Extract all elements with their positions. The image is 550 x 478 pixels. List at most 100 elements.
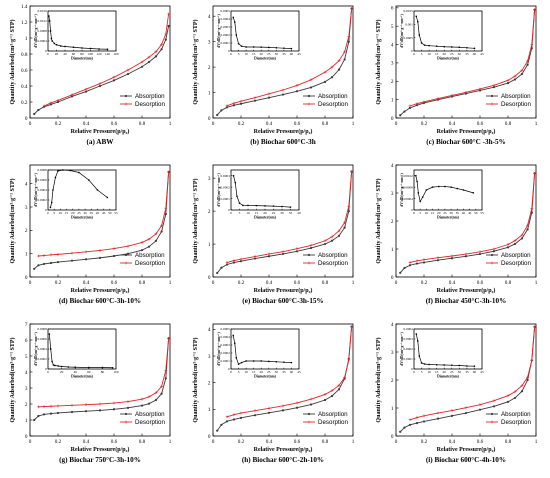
data-point: [49, 261, 53, 265]
inset-y-tick-label: 0.00008: [402, 185, 413, 189]
pore-size-inset: 0 5 10 15 20 25 30 35 4000.00010.00020.0003Diame…: [217, 169, 301, 220]
data-point: [478, 87, 482, 91]
data-point: [42, 104, 46, 108]
inset-data-point: [443, 46, 445, 48]
legend-label-1: Desorption: [135, 260, 165, 267]
data-point: [309, 78, 313, 82]
data-point: [403, 110, 406, 113]
inset-data-point: [423, 363, 426, 365]
y-axis-label: Quantity Adsorbed(cm³·g⁻¹ STP): [9, 19, 16, 104]
inset-data-point: [242, 204, 244, 207]
inset-x-tick-label: 5: [419, 211, 421, 215]
data-point: [164, 377, 167, 380]
inset-y-tick-label: 0: [411, 49, 413, 53]
inset-x-tick-label: 40: [462, 211, 466, 215]
data-point: [533, 325, 536, 329]
inset-series-line: [415, 16, 475, 49]
inset-y-tick-label: 0.0002: [220, 351, 230, 355]
data-point: [520, 68, 524, 72]
inset-x-tick-label: 40: [290, 370, 294, 374]
inset-data-point: [106, 196, 109, 199]
inset-x-tick-label: 25: [267, 52, 271, 56]
plot-frame: [212, 323, 354, 437]
series-line-1: [409, 173, 536, 263]
inset-x-axis-label: Diameter(nm): [254, 375, 277, 379]
inset-frame: [47, 328, 117, 370]
data-point: [422, 420, 426, 423]
inset-x-tick-label: 20: [443, 52, 447, 56]
data-point: [84, 403, 88, 407]
inset-x-tick-label: 40: [297, 211, 301, 215]
data-point: [295, 250, 299, 253]
data-point: [347, 210, 350, 213]
inset-data-point: [456, 187, 458, 190]
data-point: [160, 392, 163, 395]
inset-x-axis-label: Diameter(nm): [71, 216, 94, 220]
data-point: [399, 271, 402, 274]
chart-panel-0: 0 0.2 0.4 0.6 0.8 1 0 0.2 0.4 0.6 0.8 1 1.2 1.4 Relati…: [9, 4, 172, 146]
data-point: [49, 412, 53, 415]
plot-frame: [212, 5, 354, 119]
data-point: [337, 388, 341, 391]
x-tick-label: 1: [535, 439, 538, 445]
inset-y-axis-label: dV/dD(cm³·g⁻¹·nm⁻¹): [217, 173, 221, 207]
inset-x-tick-label: 0: [47, 52, 49, 56]
data-point: [232, 259, 236, 262]
inset-x-axis-label: Diameter(nm): [71, 57, 94, 61]
data-point: [295, 406, 299, 409]
inset-data-point: [236, 195, 238, 197]
inset-x-tick-label: 40: [473, 52, 477, 56]
data-point: [403, 266, 406, 270]
inset-y-tick-label: 0.0008: [37, 29, 47, 33]
inset-data-point: [49, 30, 52, 32]
series-line-0: [399, 173, 536, 274]
inset-data-point: [51, 360, 53, 363]
inset-data-point: [268, 360, 270, 363]
pore-size-inset: 0 5 10 15 20 25 30 35 40 4500.00050.0010.0015Diam…: [400, 9, 484, 60]
data-point: [436, 256, 440, 260]
data-point: [506, 246, 510, 249]
inset-data-point: [473, 365, 476, 367]
series-line-0: [33, 25, 170, 115]
inset-data-point: [51, 40, 53, 42]
inset-x-tick-label: 80: [80, 52, 84, 56]
y-tick-label: 5: [25, 354, 28, 360]
data-point: [253, 414, 257, 417]
inset-x-tick-label: 15: [65, 211, 69, 215]
y-axis-label: Quantity Adsorbed(cm³·g⁻¹ STP): [192, 337, 199, 422]
legend-label-1: Desorption: [501, 260, 531, 267]
inset-y-tick-label: 0.0002: [220, 33, 230, 37]
data-point: [323, 398, 327, 402]
data-point: [478, 403, 482, 407]
y-tick-label: 0.4: [21, 84, 28, 90]
inset-data-point: [101, 366, 104, 369]
inset-x-tick-label: 35: [282, 370, 286, 374]
data-point: [70, 410, 74, 414]
inset-data-point: [255, 204, 258, 207]
data-point: [154, 398, 158, 402]
inset-x-tick-label: 35: [282, 52, 286, 56]
data-point: [520, 384, 524, 387]
data-point: [422, 414, 426, 418]
series-line-1: [409, 9, 536, 107]
inset-data-point: [451, 364, 453, 366]
legend-label-0: Absorption: [318, 93, 348, 100]
data-point: [506, 243, 510, 246]
inset-y-tick-label: 0.0005: [403, 36, 413, 40]
data-point: [160, 224, 163, 228]
x-axis-label: Relative Pressure(p/p₀): [437, 128, 496, 135]
inset-x-axis-label: Diameter(nm): [254, 216, 277, 220]
data-point: [323, 239, 327, 243]
inset-data-point: [232, 16, 234, 19]
y-tick-label: 7: [25, 322, 28, 328]
x-tick-label: 0.6: [294, 439, 301, 445]
inset-y-tick-label: 0: [228, 367, 230, 371]
inset-x-tick-label: 45: [480, 52, 484, 56]
panel-caption: (b) Biochar 600°C-3h: [250, 138, 315, 146]
data-point: [98, 409, 102, 412]
data-point: [56, 100, 60, 104]
x-tick-label: 0.2: [421, 280, 428, 286]
inset-y-tick-label: 0.0004: [37, 188, 47, 192]
